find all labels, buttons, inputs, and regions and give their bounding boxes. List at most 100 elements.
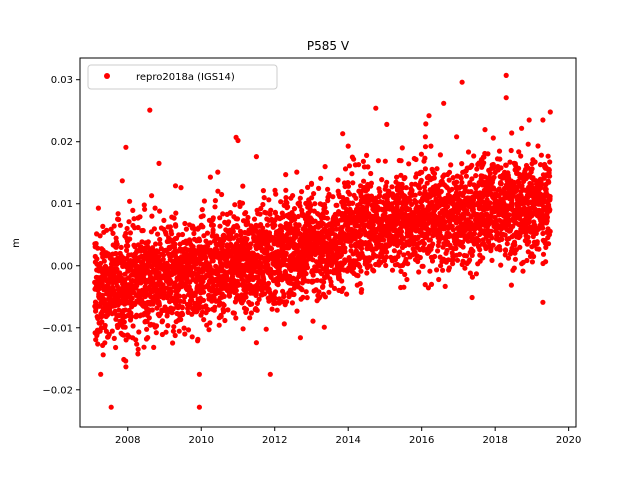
data-point [210, 215, 216, 221]
data-point [121, 332, 127, 338]
data-point [350, 200, 356, 206]
data-point [95, 245, 101, 251]
data-point [526, 117, 532, 123]
data-point [260, 188, 266, 194]
legend-label: repro2018a (IGS14) [136, 72, 235, 83]
data-point [383, 262, 389, 269]
data-point [114, 266, 120, 272]
data-point [422, 144, 429, 150]
data-point [156, 302, 162, 308]
chart-title: P585 V [307, 39, 350, 53]
x-tick-label: 2008 [115, 435, 140, 446]
data-point [160, 256, 166, 262]
data-point [469, 274, 475, 280]
data-point [503, 72, 509, 78]
data-point [470, 248, 476, 254]
x-tick-label: 2018 [482, 435, 507, 446]
data-point [435, 248, 441, 254]
data-point [316, 185, 322, 191]
data-point [547, 173, 553, 179]
data-point [191, 230, 197, 237]
data-point [317, 294, 323, 300]
data-point [427, 268, 433, 274]
data-point [182, 331, 188, 337]
data-point [518, 153, 524, 159]
data-point [260, 225, 266, 231]
data-point [100, 352, 106, 358]
data-point [529, 259, 536, 265]
data-point [402, 211, 408, 217]
data-point [375, 158, 381, 164]
data-point [207, 174, 213, 180]
data-point [291, 291, 297, 298]
data-point [529, 166, 535, 172]
data-point [237, 228, 244, 234]
data-point [157, 236, 163, 243]
data-point [266, 197, 272, 203]
data-point [422, 134, 428, 140]
data-point [119, 178, 125, 184]
data-point [201, 198, 207, 204]
data-point [412, 192, 418, 198]
data-point [311, 191, 317, 197]
data-point [440, 267, 446, 273]
data-point [322, 294, 328, 300]
data-point [155, 249, 161, 255]
data-point [304, 265, 311, 271]
data-point [450, 261, 456, 267]
data-point [134, 341, 140, 347]
data-point [437, 152, 443, 158]
data-point [402, 271, 408, 278]
data-point [436, 276, 442, 283]
data-point [199, 207, 205, 213]
data-point [176, 232, 182, 238]
data-point [460, 244, 466, 250]
data-point [135, 351, 141, 357]
data-point [330, 194, 336, 200]
data-point [512, 256, 519, 262]
data-point [251, 216, 258, 222]
data-point [491, 174, 497, 180]
data-point [345, 143, 351, 149]
data-point [284, 299, 290, 305]
data-point [428, 281, 435, 287]
data-point [113, 250, 119, 257]
data-point [106, 331, 112, 338]
data-point [403, 185, 409, 191]
data-point [482, 127, 488, 133]
data-point [221, 293, 227, 299]
data-point [123, 364, 129, 370]
data-point [248, 241, 254, 247]
data-point [126, 219, 132, 225]
data-point [200, 297, 207, 303]
data-point [122, 324, 128, 330]
data-point [368, 180, 374, 186]
data-point [404, 276, 410, 283]
data-point [538, 152, 545, 158]
data-point [431, 171, 438, 177]
data-point [123, 358, 129, 364]
data-point [149, 193, 155, 199]
data-point [383, 254, 389, 260]
data-point [474, 166, 480, 172]
data-point [131, 216, 137, 222]
data-point [322, 205, 328, 211]
data-point [295, 280, 301, 286]
data-point [94, 256, 100, 262]
data-point [127, 236, 133, 242]
data-point [357, 264, 363, 270]
data-point [206, 327, 212, 333]
data-point [233, 315, 239, 321]
data-point [111, 287, 117, 294]
x-axis: 2008 2010 2012 2014 2016 2018 2020 [115, 427, 581, 446]
data-point [260, 201, 266, 208]
data-point [481, 160, 487, 166]
data-point [498, 262, 504, 268]
data-point [416, 269, 422, 275]
data-point [286, 294, 292, 300]
data-point [156, 270, 162, 276]
data-point [333, 259, 339, 265]
y-axis-label: m [11, 238, 22, 248]
data-point [142, 206, 148, 212]
data-point [326, 289, 332, 295]
